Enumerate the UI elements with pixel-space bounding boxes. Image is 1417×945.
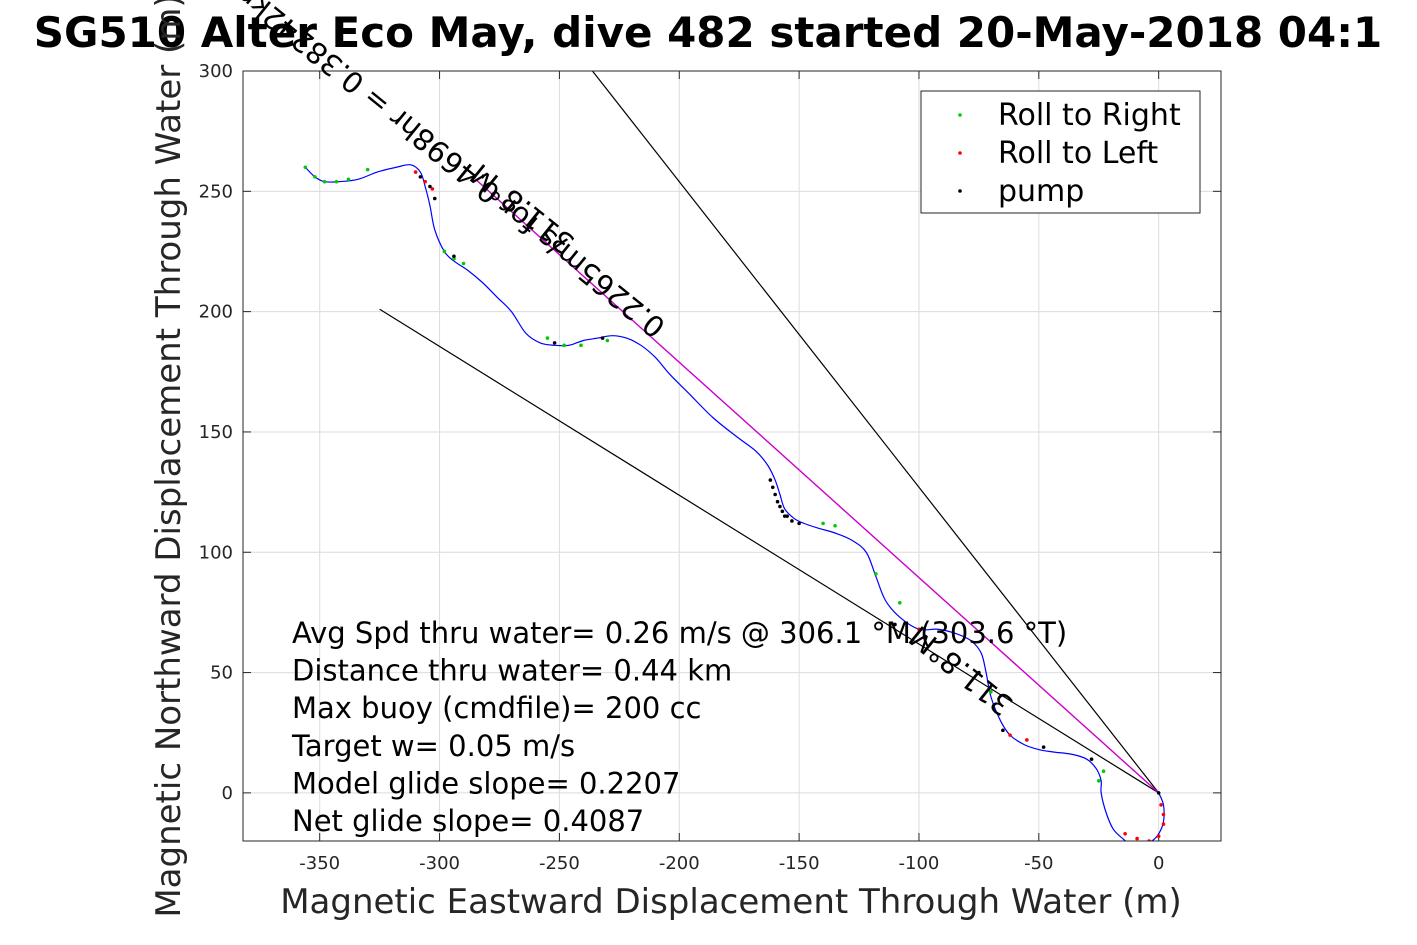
legend-label-roll-left: Roll to Left (998, 136, 1158, 171)
roll-right-point-3 (334, 179, 339, 184)
roll-right-point-14 (833, 523, 837, 528)
pump-point-5 (600, 336, 605, 340)
stat-line-0: Avg Spd thru water= 0.26 m/s @ 306.1 °M … (292, 616, 1067, 650)
roll-left-point-7 (1135, 836, 1139, 841)
roll-left-point-12 (1159, 803, 1163, 807)
x-tick-label-3: -200 (659, 853, 700, 874)
roll-right-point-15 (874, 572, 878, 576)
pump-point-13 (785, 514, 789, 518)
plot-area (303, 71, 1166, 841)
roll-left-point-1 (423, 179, 427, 184)
stat-line-2: Max buoy (cmdfile)= 200 cc (292, 691, 701, 725)
pump-point-3 (452, 254, 456, 259)
roll-right-point-16 (897, 600, 902, 605)
roll-left-point-3 (917, 627, 921, 632)
x-tick-label-1: -300 (419, 853, 460, 874)
roll-left-point-5 (1025, 738, 1029, 742)
pump-point-16 (893, 622, 897, 627)
pump-point-19 (1041, 745, 1046, 749)
roll-right-point-17 (989, 690, 993, 694)
pump-point-0 (418, 175, 423, 179)
roll-right-point-8 (461, 261, 466, 266)
roll-right-point-10 (562, 343, 567, 348)
y-tick-label-6: 300 (199, 61, 233, 82)
y-tick-label-1: 50 (210, 663, 233, 684)
stat-line-3: Target w= 0.05 m/s (291, 729, 575, 763)
black-line-0 (591, 71, 1160, 794)
roll-right-point-13 (821, 521, 825, 526)
axis-ticks: -350 -300 -250 -200 -150 -100 -50 0 0 50 100 150 200… (199, 61, 1221, 874)
roll-right-point-9 (545, 336, 550, 340)
y-tick-label-4: 200 (199, 302, 233, 323)
pump-point-10 (778, 504, 782, 509)
roll-right-point-19 (1096, 779, 1101, 783)
legend-box (920, 90, 1201, 214)
bounding-heading-lines (379, 71, 1160, 794)
heading-line (475, 178, 1160, 794)
pump-point-15 (797, 521, 801, 526)
pump-point-1 (428, 184, 432, 189)
pump-point-18 (1001, 728, 1005, 733)
roll-left-point-11 (1161, 812, 1166, 817)
y-axis-label: Magnetic Northward Displacement Through … (149, 0, 189, 918)
pump-markers (418, 175, 1161, 795)
x-tick-label-7: 0 (1153, 853, 1164, 874)
stat-line-1: Distance thru water= 0.44 km (292, 654, 732, 688)
x-tick-label-5: -100 (899, 853, 940, 874)
legend-label-pump: pump (998, 174, 1084, 209)
x-tick-label-2: -250 (539, 853, 580, 874)
legend-marker-roll-right (958, 113, 962, 117)
stat-line-4: Model glide slope= 0.2207 (292, 766, 680, 800)
black-line-1 (379, 308, 1159, 794)
pump-point-8 (773, 492, 777, 497)
pump-point-20 (1089, 757, 1094, 761)
legend: Roll to Right Roll to Left pump (920, 90, 1201, 214)
plot-border (242, 70, 1222, 842)
roll-right-point-5 (365, 167, 370, 172)
roll-left-point-10 (1161, 822, 1166, 826)
roll-left-point-4 (1008, 733, 1012, 737)
roll-right-point-6 (442, 249, 447, 254)
x-axis-label: Magnetic Eastward Displacement Through W… (280, 882, 1182, 922)
roll-right-point-12 (605, 338, 610, 343)
pump-point-17 (977, 670, 981, 675)
y-tick-label-0: 0 (222, 783, 233, 804)
roll-left-point-9 (1156, 834, 1161, 838)
roll-left-point-2 (430, 187, 435, 191)
pump-point-21 (1156, 791, 1161, 795)
roll-right-point-4 (346, 177, 351, 182)
y-tick-label-5: 250 (199, 181, 233, 202)
pump-point-7 (770, 485, 775, 490)
roll-right-point-0 (303, 165, 308, 170)
pump-point-9 (775, 499, 780, 504)
x-tick-label-0: -350 (299, 853, 340, 874)
pump-point-2 (432, 196, 437, 201)
stats-block: Avg Spd thru water= 0.26 m/s @ 306.1 °M … (291, 616, 1067, 838)
roll-left-point-0 (413, 170, 418, 174)
roll-right-point-1 (313, 175, 317, 179)
y-tick-label-2: 100 (199, 542, 233, 563)
chart-title: SG510 Alter Eco May, dive 482 started 20… (34, 8, 1383, 57)
roll-right-point-18 (1101, 769, 1106, 774)
x-tick-label-4: -150 (779, 853, 820, 874)
stat-line-5: Net glide slope= 0.4087 (292, 804, 644, 838)
y-tick-label-3: 150 (199, 422, 233, 443)
roll-right-point-2 (322, 179, 327, 184)
x-tick-label-6: -50 (1024, 853, 1053, 874)
legend-label-roll-right: Roll to Right (998, 98, 1181, 133)
roll-left-point-6 (1123, 831, 1127, 836)
pump-point-11 (780, 509, 785, 514)
legend-marker-pump (958, 189, 962, 193)
roll-right-point-11 (579, 343, 583, 348)
pump-point-14 (790, 519, 794, 523)
legend-marker-roll-left (958, 151, 962, 155)
pump-point-4 (552, 341, 557, 345)
pump-point-6 (768, 478, 773, 482)
